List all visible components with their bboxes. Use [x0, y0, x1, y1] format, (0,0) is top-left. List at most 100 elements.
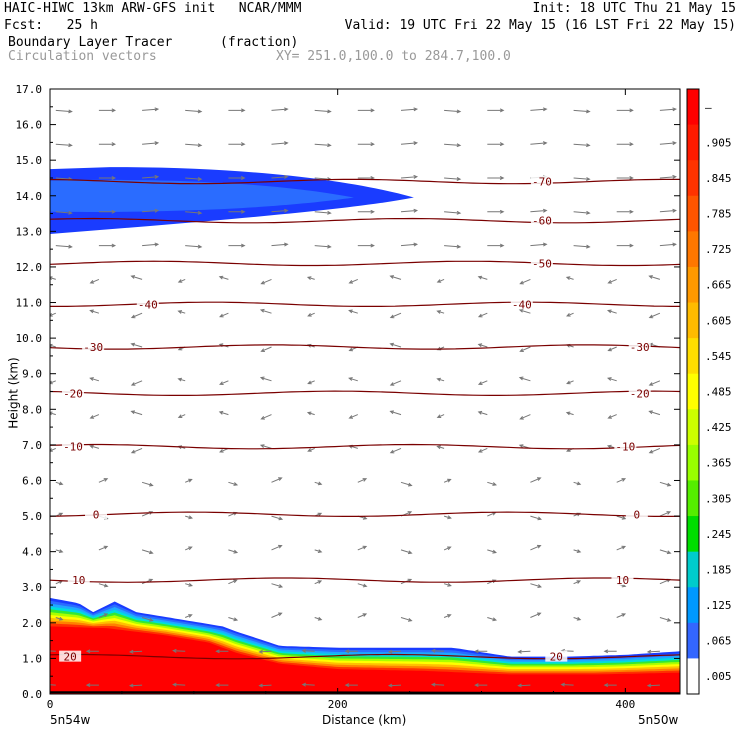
- circulation-vector: [130, 275, 143, 280]
- colorbar-swatch: [687, 231, 699, 268]
- circulation-vector: [142, 141, 160, 146]
- colorbar-label: .125: [705, 599, 732, 612]
- circulation-vector: [314, 616, 323, 621]
- circulation-vector: [259, 444, 272, 449]
- temperature-contour: [50, 443, 680, 450]
- circulation-vector: [616, 209, 634, 214]
- circulation-vector: [659, 141, 677, 146]
- circulation-vector: [177, 377, 186, 382]
- circulation-vector: [172, 682, 186, 687]
- contour-label-bg: [611, 574, 634, 586]
- colorbar-label: .365: [705, 457, 732, 470]
- circulation-vector: [603, 683, 617, 688]
- circulation-vector: [130, 312, 143, 319]
- contour-label: 20: [550, 651, 563, 664]
- circulation-vector: [487, 481, 498, 486]
- circulation-vector: [436, 445, 445, 450]
- circulation-vector: [271, 612, 283, 618]
- circulation-vector: [348, 309, 358, 314]
- x-axis-left-end-label: 5n54w: [50, 713, 91, 727]
- circulation-vector: [98, 478, 109, 483]
- circulation-vector: [648, 275, 661, 280]
- colorbar-label: .665: [705, 279, 732, 292]
- tracer-core: [50, 626, 680, 694]
- circulation-vector: [400, 107, 419, 112]
- colorbar-swatch: [687, 89, 699, 126]
- circulation-vector: [443, 546, 452, 551]
- circulation-vector: [142, 174, 160, 179]
- circulation-vector: [487, 617, 498, 622]
- circulation-vector: [616, 108, 634, 113]
- circulation-vector: [98, 583, 109, 588]
- circulation-vector: [573, 177, 591, 181]
- circulation-vector: [573, 210, 591, 215]
- circulation-vector: [271, 242, 289, 247]
- circulation-vector: [573, 580, 582, 585]
- circulation-vector: [389, 447, 402, 454]
- y-tick-label: 14.0: [16, 190, 43, 203]
- circulation-vector: [389, 342, 402, 348]
- circulation-vector: [560, 682, 574, 687]
- circulation-vector: [357, 613, 368, 618]
- circulation-vector: [400, 549, 413, 555]
- circulation-vector: [130, 447, 143, 454]
- circulation-vector: [443, 515, 452, 520]
- temperature-contour: [50, 577, 680, 583]
- circulation-vector: [573, 143, 591, 148]
- circulation-vector: [606, 309, 617, 314]
- colorbar-swatch: [687, 480, 699, 517]
- field-units: (fraction): [220, 35, 299, 50]
- circulation-vector: [185, 546, 193, 551]
- circulation-vector: [258, 683, 272, 688]
- circulation-vector: [98, 613, 109, 618]
- circulation-vector: [659, 208, 677, 213]
- contour-label-bg: [62, 387, 85, 399]
- temperature-contour: [50, 511, 680, 517]
- circulation-vector: [477, 410, 488, 416]
- circulation-vector: [530, 242, 548, 247]
- circulation-vector: [228, 579, 238, 585]
- circulation-vector: [228, 108, 246, 113]
- contour-label: -70: [532, 176, 552, 189]
- circulation-vector: [443, 614, 452, 618]
- circulation-vector: [98, 243, 117, 248]
- y-tick-label: 17.0: [16, 83, 43, 96]
- circulation-vector: [400, 208, 419, 213]
- circulation-vector: [314, 481, 323, 486]
- circulation-vector: [128, 649, 143, 654]
- colorbar-swatch: [687, 373, 699, 410]
- colorbar-swatch: [687, 302, 699, 339]
- circulation-vector: [530, 477, 542, 483]
- y-tick-label: 15.0: [16, 154, 43, 167]
- circulation-vector: [98, 108, 117, 113]
- circulation-vector: [444, 177, 462, 181]
- circulation-vector: [530, 107, 548, 112]
- circulation-vector: [271, 515, 284, 521]
- circulation-vector: [98, 142, 117, 147]
- contour-label-bg: [530, 175, 553, 187]
- circulation-vector: [566, 312, 574, 317]
- circulation-vector: [55, 481, 64, 486]
- colorbar-swatch: [687, 124, 699, 161]
- circulation-vector: [357, 142, 375, 147]
- colorbar-swatch: [687, 444, 699, 481]
- circulation-vector: [259, 376, 272, 382]
- circulation-vector: [487, 209, 505, 214]
- circulation-vector: [616, 478, 627, 483]
- circulation-vector: [314, 143, 332, 148]
- circulation-vector: [348, 377, 358, 382]
- colorbar-label: .845: [705, 172, 732, 185]
- circulation-vector: [648, 312, 661, 319]
- circulation-vector: [228, 617, 239, 622]
- circulation-vector: [348, 278, 358, 284]
- vector-field-name: Circulation vectors: [8, 49, 157, 64]
- y-tick-label: 4.0: [22, 546, 42, 559]
- temperature-contours: -70 -60 -50 -40 -40 -30 -30 -20 -20 -10 -10 0 0 10 10 2…: [50, 175, 680, 664]
- circulation-vector: [530, 583, 542, 588]
- circulation-vector: [357, 478, 368, 483]
- circulation-vector: [98, 175, 117, 180]
- y-tick-label: 0.0: [22, 688, 42, 701]
- temperature-contour: [50, 260, 680, 267]
- contour-label: -50: [532, 257, 552, 270]
- header-init-time: Init: 18 UTC Thu 21 May 15: [532, 1, 737, 16]
